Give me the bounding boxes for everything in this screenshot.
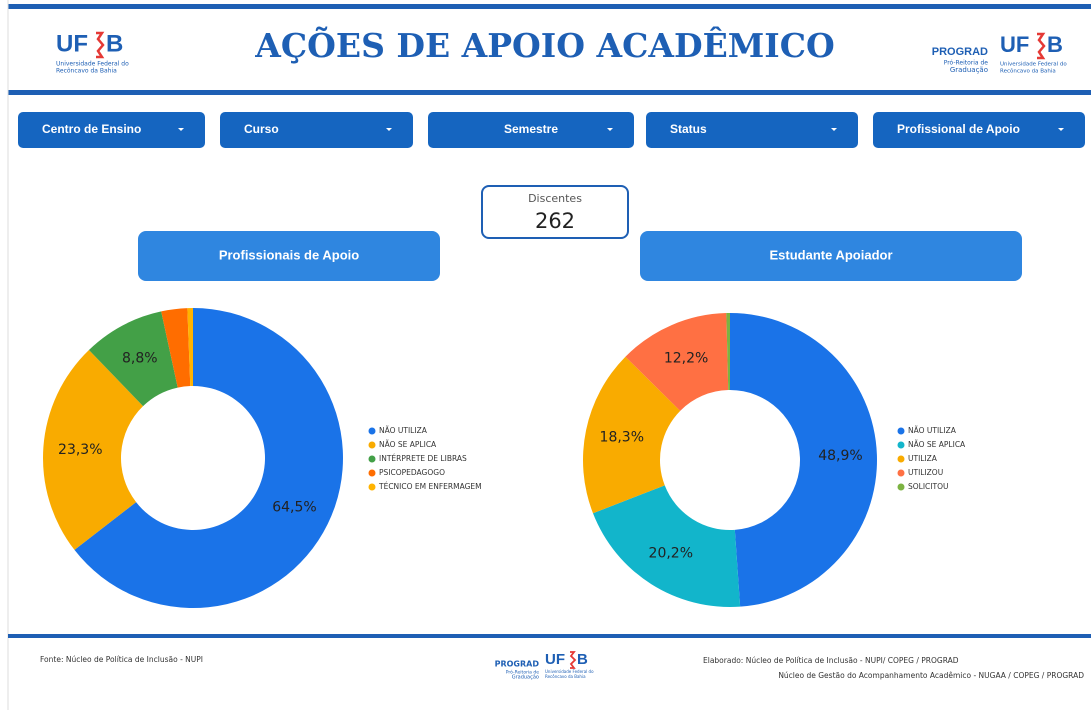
logo-mark: B [1047,32,1063,57]
data-label: 20,2% [649,545,693,561]
footer-source: Fonte: Núcleo de Política de Inclusão - … [40,655,203,664]
data-label: 12,2% [664,351,708,367]
logo-text: PROGRAD [495,660,540,669]
kpi-value: 262 [535,209,575,233]
footer-logo: PROGRAD Pró-Reitoria de Graduação UF B U… [495,651,594,681]
logo-text: PROGRAD [932,46,988,58]
logo-mark: UF [56,30,88,57]
donut-slice [726,313,730,391]
logo-text: Recôncavo da Bahia [545,674,586,679]
logo-text: Graduação [950,66,988,74]
donut-slice [161,308,191,388]
legend-label: INTÉRPRETE DE LIBRAS [379,454,467,463]
legend-swatch [897,427,905,435]
logo-mark: UF [545,651,565,668]
legend-swatch [897,455,905,463]
legend-swatch [897,469,905,477]
filter-dropdown[interactable] [646,112,858,148]
filter-label[interactable]: Semestre [504,122,558,136]
chart-title: Profissionais de Apoio [219,247,359,262]
dropdown-arrow[interactable] [831,128,837,131]
legend-swatch [897,441,905,449]
legend-label: NÃO UTILIZA [379,426,428,435]
donut-slice [583,356,681,514]
legend-label: UTILIZOU [908,468,943,477]
legend-label: PSICOPEDAGOGO [379,468,445,477]
filter-label[interactable]: Status [670,122,707,136]
donut-slice [625,313,729,411]
donut-slice [730,313,877,607]
legend-swatch [897,483,905,491]
logo-text: Recôncavo da Bahia [1000,68,1056,75]
filter-dropdown[interactable] [220,112,413,148]
logo-text: Universidade Federal do [56,61,129,68]
legend-label: NÃO SE APLICA [908,440,966,449]
legend-label: SOLICITOU [908,482,948,491]
filter-dropdown[interactable] [18,112,205,148]
logo-text: Recôncavo da Bahia [56,68,117,75]
legend-swatch [368,469,376,477]
dropdown-arrow[interactable] [386,128,392,131]
filter-label[interactable]: Profissional de Apoio [897,122,1020,136]
logo-text: Graduação [512,675,539,681]
donut-slice [42,349,144,550]
legend-swatch [368,441,376,449]
data-label: 48,9% [818,448,862,464]
logo-text: Pró-Reitoria de [506,669,539,676]
logo-symbol [1037,32,1046,60]
data-label: 8,8% [122,350,158,366]
filter-dropdown[interactable] [428,112,634,148]
chart-header [640,231,1022,281]
donut-slice [88,311,178,407]
legend-swatch [368,483,376,491]
logo-text: Universidade Federal do [545,669,594,674]
filter-label[interactable]: Centro de Ensino [42,122,141,136]
filter-label[interactable]: Curso [244,122,279,136]
filter-dropdown[interactable] [873,112,1085,148]
data-label: 23,3% [58,442,102,458]
legend-swatch [368,455,376,463]
donut-slice [74,308,343,608]
logo-text: Universidade Federal do [1000,62,1067,68]
kpi-label: Discentes [528,192,582,205]
logo-text: Pró-Reitoria de [944,60,989,67]
chart-header [138,231,440,281]
dropdown-arrow[interactable] [607,128,613,131]
legend-label: TÉCNICO EM ENFERMAGEM [378,482,482,491]
footer-credit: Núcleo de Gestão do Acompanhamento Acadê… [778,671,1084,680]
legend-label: NÃO UTILIZA [908,426,957,435]
dropdown-arrow[interactable] [1058,128,1064,131]
footer-bar [8,634,1091,638]
logo-mark: B [577,651,588,668]
chart-title: Estudante Apoiador [769,247,892,262]
donut-slice [187,308,193,387]
footer-credit: Elaborado: Núcleo de Política de Inclusã… [703,656,959,665]
donut-slice [592,485,741,607]
page-title: AÇÕES DE APOIO ACADÊMICO [254,25,834,65]
legend-swatch [368,427,376,435]
top-bar [8,4,1091,9]
legend-label: NÃO SE APLICA [379,440,437,449]
logo-symbol [96,31,105,59]
logo-mark: UF [1000,32,1029,57]
dropdown-arrow[interactable] [178,128,184,131]
data-label: 18,3% [600,430,644,446]
logo-mark: B [106,30,123,57]
legend-label: UTILIZA [908,454,938,463]
data-label: 64,5% [272,500,316,516]
kpi-card [481,185,629,239]
logo-left: UF B Universidade Federal do Recôncavo d… [56,30,129,74]
logo-right: PROGRAD Pró-Reitoria de Graduação UF B U… [932,32,1068,75]
header-bar [8,90,1091,95]
logo-symbol [569,651,577,669]
